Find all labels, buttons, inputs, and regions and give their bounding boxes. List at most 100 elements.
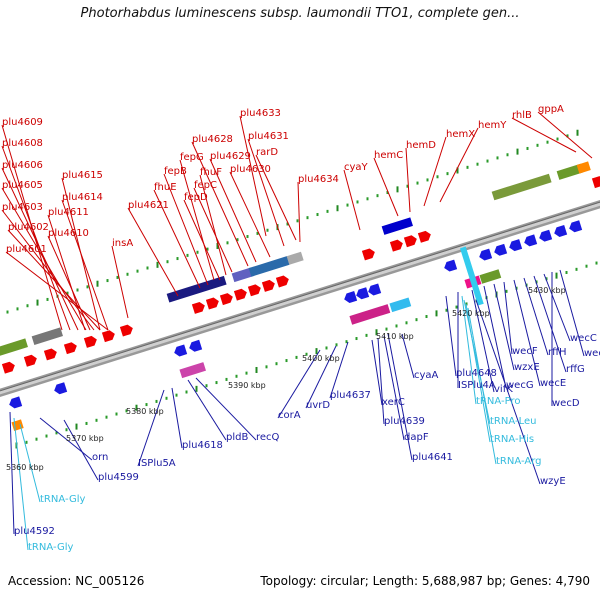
- label-plu4611[interactable]: plu4611: [48, 207, 89, 218]
- label-plu4608[interactable]: plu4608: [2, 138, 43, 149]
- forward-gene[interactable]: [1, 360, 16, 374]
- label-plu4628[interactable]: plu4628: [192, 134, 233, 145]
- forward-gene[interactable]: [275, 274, 290, 288]
- feature-bar[interactable]: [31, 327, 63, 345]
- reverse-gene[interactable]: [493, 243, 508, 257]
- label-cyaY[interactable]: cyaY: [344, 162, 369, 173]
- label-rarD[interactable]: rarD: [256, 147, 278, 158]
- label-hemC[interactable]: hemC: [374, 150, 403, 161]
- forward-gene[interactable]: [101, 329, 116, 343]
- reverse-gene[interactable]: [367, 283, 382, 297]
- feature-bar[interactable]: [248, 256, 290, 277]
- label-pldB[interactable]: pldB: [226, 432, 248, 443]
- feature-bar[interactable]: [166, 275, 227, 303]
- reverse-gene[interactable]: [508, 239, 523, 252]
- feature-bar[interactable]: [491, 173, 552, 201]
- feature-bar[interactable]: [556, 163, 584, 180]
- label-plu4630[interactable]: plu4630: [230, 164, 271, 175]
- label-cyaA[interactable]: cyaA: [414, 370, 439, 381]
- label-rna[interactable]: tRNA-Gly: [40, 494, 85, 505]
- label-wecE[interactable]: wecE: [540, 378, 566, 389]
- reverse-gene[interactable]: [443, 259, 458, 273]
- label-rhlB[interactable]: rhlB: [512, 110, 532, 121]
- label-hemD[interactable]: hemD: [406, 140, 436, 151]
- label-rffG[interactable]: rffG: [566, 364, 585, 375]
- forward-gene[interactable]: [205, 296, 220, 310]
- label-rna[interactable]: tRNA-Pro: [476, 396, 520, 407]
- label-wecD[interactable]: wecD: [552, 398, 580, 409]
- reverse-gene[interactable]: [343, 291, 358, 304]
- label-xerC[interactable]: xerC: [382, 397, 405, 408]
- label-rna[interactable]: tRNA-His: [490, 434, 534, 445]
- label-fhuF[interactable]: fhuF: [200, 167, 222, 178]
- label-wecF[interactable]: wecF: [512, 346, 538, 357]
- label-hemY[interactable]: hemY: [478, 120, 507, 131]
- label-rffH[interactable]: rffH: [548, 347, 567, 358]
- reverse-gene[interactable]: [8, 396, 23, 409]
- reverse-gene[interactable]: [53, 382, 68, 395]
- forward-gene[interactable]: [361, 247, 376, 261]
- forward-gene[interactable]: [247, 283, 262, 297]
- label-plu4648[interactable]: plu4648: [456, 368, 497, 379]
- label-insA[interactable]: insA: [112, 238, 133, 249]
- feature-bar[interactable]: [576, 161, 591, 174]
- label-plu4629[interactable]: plu4629: [210, 151, 251, 162]
- reverse-gene[interactable]: [173, 344, 188, 358]
- forward-gene[interactable]: [219, 292, 234, 306]
- label-ISPlu5A[interactable]: ISPlu5A: [138, 458, 176, 469]
- label-wecB[interactable]: wecB: [584, 348, 600, 359]
- forward-gene[interactable]: [403, 234, 418, 248]
- label-orn[interactable]: orn: [92, 452, 108, 463]
- forward-gene[interactable]: [119, 323, 134, 337]
- label-plu4631[interactable]: plu4631: [248, 131, 289, 142]
- label-fepB[interactable]: fepB: [164, 166, 187, 177]
- label-plu4610[interactable]: plu4610: [48, 228, 89, 239]
- forward-gene[interactable]: [23, 354, 38, 367]
- label-dapF[interactable]: dapF: [404, 432, 429, 443]
- label-plu4614[interactable]: plu4614: [62, 192, 103, 203]
- label-recQ[interactable]: recQ: [256, 432, 280, 443]
- label-plu4601[interactable]: plu4601: [6, 244, 47, 255]
- reverse-gene[interactable]: [538, 229, 553, 243]
- feature-bar[interactable]: [179, 362, 206, 379]
- label-plu4641[interactable]: plu4641: [412, 452, 453, 463]
- label-plu4634[interactable]: plu4634: [298, 174, 339, 185]
- label-plu4606[interactable]: plu4606: [2, 160, 43, 171]
- feature-bar[interactable]: [389, 297, 412, 313]
- label-rna[interactable]: tRNA-Arg: [496, 456, 541, 467]
- forward-gene[interactable]: [63, 341, 78, 355]
- feature-bar[interactable]: [286, 251, 304, 265]
- label-fepD[interactable]: fepD: [184, 192, 208, 203]
- feature-bar[interactable]: [0, 338, 28, 356]
- reverse-gene[interactable]: [478, 248, 493, 262]
- label-plu4603[interactable]: plu4603: [2, 202, 43, 213]
- label-uvrD[interactable]: uvrD: [306, 400, 330, 411]
- label-plu4621[interactable]: plu4621: [128, 200, 169, 211]
- label-plu4618[interactable]: plu4618: [182, 440, 223, 451]
- label-wecC[interactable]: wecC: [570, 333, 597, 344]
- label-wzyE[interactable]: wzyE: [540, 476, 566, 487]
- feature-bar[interactable]: [479, 269, 502, 284]
- reverse-gene[interactable]: [188, 339, 203, 353]
- label-hemX[interactable]: hemX: [446, 129, 475, 140]
- label-fepC[interactable]: fepC: [194, 180, 217, 191]
- forward-gene[interactable]: [389, 238, 404, 252]
- gene-features[interactable]: [0, 161, 600, 432]
- forward-gene[interactable]: [417, 230, 432, 243]
- forward-gene[interactable]: [43, 347, 58, 361]
- label-plu4605[interactable]: plu4605: [2, 180, 43, 191]
- label-plu4633[interactable]: plu4633: [240, 108, 281, 119]
- feature-bar[interactable]: [231, 267, 254, 283]
- rna-gene[interactable]: [459, 246, 484, 306]
- label-fhuE[interactable]: fhuE: [154, 182, 177, 193]
- label-plu4639[interactable]: plu4639: [384, 416, 425, 427]
- label-ISPlu4A[interactable]: ISPlu4A: [458, 380, 496, 391]
- label-plu4592[interactable]: plu4592: [14, 526, 55, 537]
- label-plu4602[interactable]: plu4602: [8, 222, 49, 233]
- reverse-gene[interactable]: [355, 287, 370, 300]
- label-corA[interactable]: corA: [278, 410, 301, 421]
- label-wecG[interactable]: wecG: [506, 380, 534, 391]
- reverse-gene[interactable]: [523, 234, 538, 247]
- forward-gene[interactable]: [191, 301, 206, 314]
